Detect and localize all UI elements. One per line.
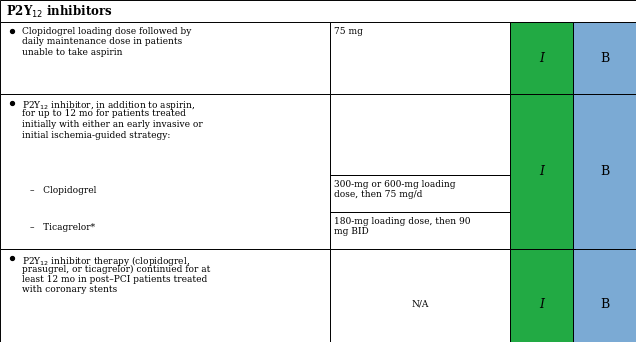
- Bar: [330, 175, 510, 212]
- Text: prasugrel, or ticagrelor) continued for at: prasugrel, or ticagrelor) continued for …: [22, 264, 211, 274]
- Text: I: I: [539, 52, 544, 65]
- Bar: [0, 249, 330, 342]
- Bar: [510, 22, 573, 94]
- Bar: [0, 94, 330, 249]
- Text: initial ischemia-guided strategy:: initial ischemia-guided strategy:: [22, 131, 170, 140]
- Text: dose, then 75 mg/d: dose, then 75 mg/d: [334, 190, 422, 199]
- Bar: [330, 94, 510, 175]
- Text: 180-mg loading dose, then 90: 180-mg loading dose, then 90: [334, 217, 471, 226]
- Bar: [0, 22, 330, 94]
- Bar: [330, 249, 510, 342]
- Text: for up to 12 mo for patients treated: for up to 12 mo for patients treated: [22, 109, 186, 118]
- Text: –   Ticagrelor*: – Ticagrelor*: [30, 223, 95, 232]
- Text: B: B: [600, 52, 609, 65]
- Text: mg BID: mg BID: [334, 227, 369, 236]
- Text: JACC: JACC: [202, 104, 418, 255]
- Text: P2Y$_{12}$ inhibitors: P2Y$_{12}$ inhibitors: [6, 4, 113, 20]
- Bar: [0, 0, 636, 22]
- Text: I: I: [539, 298, 544, 311]
- Text: least 12 mo in post–PCI patients treated: least 12 mo in post–PCI patients treated: [22, 275, 207, 284]
- Text: unable to take aspirin: unable to take aspirin: [22, 48, 123, 57]
- Text: with coronary stents: with coronary stents: [22, 286, 117, 294]
- Text: P2Y$_{12}$ inhibitor, in addition to aspirin,: P2Y$_{12}$ inhibitor, in addition to asp…: [22, 99, 195, 112]
- Bar: [330, 22, 510, 94]
- Text: –   Clopidogrel: – Clopidogrel: [30, 186, 97, 195]
- Bar: [573, 22, 636, 94]
- Text: 300-mg or 600-mg loading: 300-mg or 600-mg loading: [334, 180, 455, 188]
- Text: B: B: [600, 165, 609, 178]
- Bar: [510, 94, 573, 249]
- Bar: [573, 249, 636, 342]
- Bar: [573, 94, 636, 249]
- Bar: [330, 212, 510, 249]
- Text: Clopidogrel loading dose followed by: Clopidogrel loading dose followed by: [22, 27, 191, 36]
- Text: initially with either an early invasive or: initially with either an early invasive …: [22, 120, 203, 129]
- Text: 75 mg: 75 mg: [334, 27, 363, 36]
- Text: I: I: [539, 165, 544, 178]
- Text: B: B: [600, 298, 609, 311]
- Text: N/A: N/A: [411, 300, 429, 308]
- Text: daily maintenance dose in patients: daily maintenance dose in patients: [22, 38, 183, 47]
- Bar: [510, 249, 573, 342]
- Text: P2Y$_{12}$ inhibitor therapy (clopidogrel,: P2Y$_{12}$ inhibitor therapy (clopidogre…: [22, 254, 190, 268]
